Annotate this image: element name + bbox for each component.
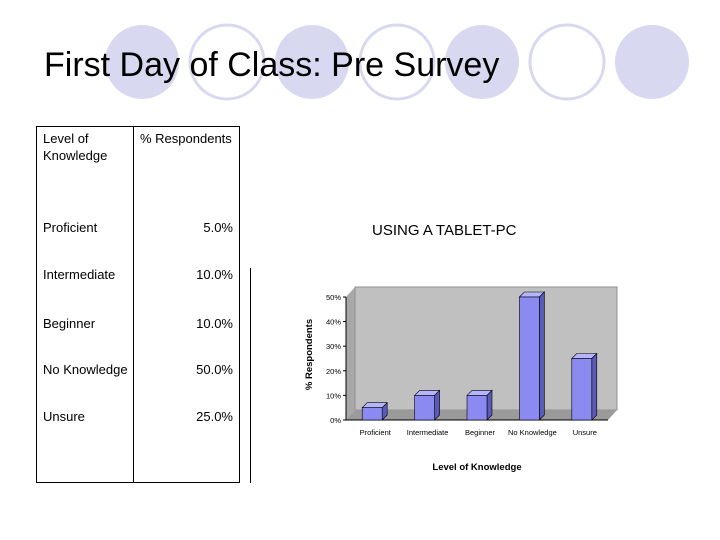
table-row-label: No Knowledge: [43, 362, 128, 377]
y-tick-label: 10%: [326, 391, 341, 400]
table-row-label: Proficient: [43, 220, 98, 235]
y-tick-label: 0%: [330, 416, 341, 425]
bar-side: [486, 389, 493, 421]
table-header-level: Level of Knowledge: [43, 131, 108, 163]
plot-side-wall: [346, 287, 355, 420]
table-right-line: [250, 268, 251, 483]
table-row-value: 50.0%: [196, 362, 233, 377]
y-tick-label: 20%: [326, 367, 341, 376]
table-divider: [133, 126, 134, 483]
x-tick-label: No Knowledge: [508, 428, 557, 437]
y-axis-title: % Respondents: [304, 319, 315, 390]
table-row-value: 10.0%: [196, 316, 233, 331]
y-tick-label: 40%: [326, 318, 341, 327]
bar-chart: 0% 10% 20% 30% 40% 50% Proficient Intermediate B…: [304, 286, 618, 473]
bar-side: [434, 389, 440, 421]
survey-table: [36, 126, 240, 483]
table-row-label: Beginner: [43, 316, 96, 331]
bar: [519, 296, 540, 421]
y-tick-label: 30%: [326, 342, 341, 351]
table-row-value: 10.0%: [196, 267, 233, 282]
bar-side: [539, 291, 545, 421]
x-tick-label: Intermediate: [407, 428, 449, 437]
y-tick-label: 50%: [326, 293, 341, 302]
table-row-label: Unsure: [43, 409, 85, 424]
x-tick-label: Unsure: [573, 428, 597, 437]
table-row-label: Intermediate: [43, 267, 116, 282]
table-row-value: 5.0%: [203, 220, 233, 235]
slide-title: First Day of Class: Pre Survey: [44, 46, 500, 84]
bar: [466, 395, 488, 421]
table-header-respondents: % Respondents: [140, 131, 232, 146]
x-tick-label: Proficient: [360, 428, 392, 437]
table-row-value: 25.0%: [196, 409, 233, 424]
x-axis-title: Level of Knowledge: [432, 462, 521, 473]
bar: [361, 407, 383, 421]
bar: [571, 358, 593, 421]
decorative-circles: [105, 23, 689, 101]
bar: [414, 395, 435, 421]
chart-subtitle: USING A TABLET-PC: [372, 222, 517, 239]
x-tick-label: Beginner: [465, 428, 496, 437]
bar-side: [591, 352, 598, 421]
